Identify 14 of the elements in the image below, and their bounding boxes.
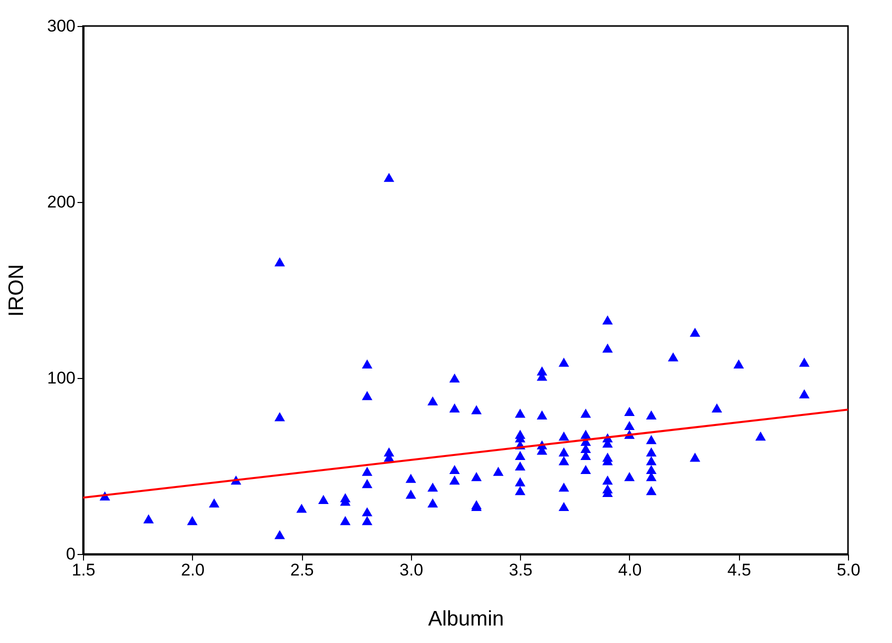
x-tick-label: 3.5 — [508, 560, 532, 580]
y-axis-title: IRON — [5, 264, 28, 317]
y-tick-label: 100 — [47, 368, 76, 388]
x-tick-label: 2.5 — [290, 560, 314, 580]
x-tick-label: 4.5 — [727, 560, 752, 580]
y-tick-label: 200 — [47, 192, 76, 212]
x-axis-title: Albumin — [428, 608, 504, 630]
x-tick-label: 3.0 — [400, 560, 424, 580]
x-tick-label: 4.0 — [618, 560, 642, 580]
x-tick-label: 1.5 — [72, 560, 96, 580]
y-tick-label: 300 — [47, 16, 76, 36]
y-tick-label: 0 — [66, 544, 76, 564]
x-tick-label: 5.0 — [836, 560, 860, 580]
x-tick-label: 2.0 — [180, 560, 205, 580]
